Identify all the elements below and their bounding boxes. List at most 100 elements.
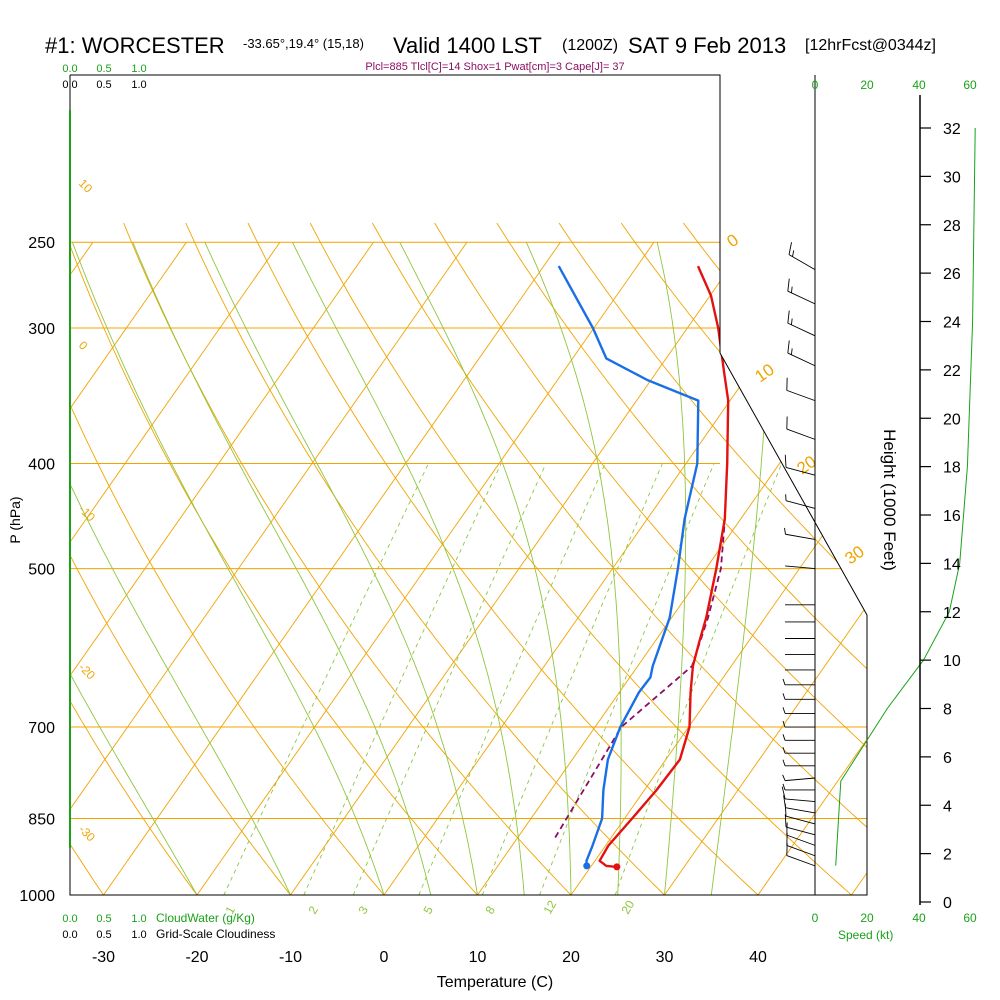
y-axis-label: P (hPa)	[7, 496, 23, 543]
speed-scale-top: 0 20 40 60	[812, 78, 977, 92]
valid-date: SAT 9 Feb 2013	[628, 33, 786, 58]
height-tick-label: 26	[943, 266, 961, 283]
stability-indices: Plcl=885 Tlcl[C]=14 Shox=1 Pwat[cm]=3 Ca…	[365, 61, 624, 73]
speed-tick-top: 60	[963, 78, 977, 92]
temperature-tick-label: -20	[185, 949, 208, 966]
wind-barb-staff	[786, 428, 816, 440]
isotherm-line	[664, 241, 867, 895]
wind-barb-flag	[784, 814, 787, 828]
wind-barb-half	[782, 734, 786, 741]
wind-barb-staff	[785, 815, 816, 825]
height-profile-curve	[835, 127, 976, 866]
height-tick-label: 20	[943, 411, 961, 428]
height-tick-label: 30	[943, 169, 961, 186]
height-tick-label: 18	[943, 460, 961, 477]
wind-barb-half	[782, 707, 786, 714]
surface-temperature-marker	[613, 863, 621, 871]
wind-barb-staff	[785, 777, 816, 782]
dry-adiabat-line	[372, 222, 867, 895]
height-tick-label: 12	[943, 605, 961, 622]
wind-barb-half	[790, 286, 793, 293]
dry-adiabat-line	[70, 222, 385, 895]
isotherm-line	[70, 241, 187, 895]
dewpoint-profile-line	[557, 265, 700, 866]
cloudwater-tick-bottom-2: 1.0	[131, 913, 146, 925]
cloudwater-tick-bottom-1: 0.5	[96, 913, 111, 925]
pressure-tick-label: 300	[28, 321, 55, 338]
speed-tick-bottom: 60	[963, 911, 977, 925]
temperature-tick-label: -10	[279, 949, 302, 966]
height-tick-label: 32	[943, 121, 961, 138]
wind-barb-staff	[785, 533, 816, 540]
temperature-tick-label: 30	[656, 949, 674, 966]
height-tick-label: 0	[943, 895, 952, 912]
wind-barb-flag	[788, 242, 792, 255]
cloudwater-tick-top-0: 0.0	[62, 63, 77, 75]
wind-barb-half	[782, 747, 786, 754]
dry-adiabat-line	[558, 222, 867, 895]
temperature-axis: -30 -20 -10 0 10 20 30 40	[92, 949, 767, 966]
wind-barb-flag	[787, 278, 790, 292]
cloudiness-tick-top-2: 1.0	[131, 79, 146, 91]
wind-barb-half	[784, 527, 786, 535]
wind-barb-staff	[786, 855, 816, 867]
speed-tick-bottom: 0	[812, 911, 819, 925]
wind-barb-staff	[787, 352, 816, 367]
temperature-tick-label: 40	[749, 949, 767, 966]
speed-axis-label: Speed (kt)	[838, 928, 893, 942]
height-tick-label: 16	[943, 508, 961, 525]
moist-adiabat-line	[399, 241, 572, 895]
wind-barb-staff	[787, 290, 816, 305]
cloudwater-scale-bottom: 0.0 0.5 1.0 CloudWater (g/Kg) 0.0 0.5 1.…	[62, 911, 275, 941]
wind-barb-half	[782, 759, 786, 766]
height-axis-label: Height (1000 Feet)	[880, 429, 899, 571]
height-tick-label: 22	[943, 363, 961, 380]
height-tick-label: 24	[943, 315, 961, 332]
wind-barb-staff	[785, 466, 816, 476]
plot-frame	[69, 74, 868, 896]
cloudwater-tick-bottom-0: 0.0	[62, 913, 77, 925]
wind-barb-staff	[787, 322, 816, 337]
wind-barb-staff	[785, 807, 816, 814]
wind-barb-half	[790, 348, 793, 355]
moist-adiabat-line	[710, 242, 771, 895]
wind-barb-half	[790, 318, 793, 325]
wind-barb-staff	[786, 845, 816, 857]
wind-barb-staff	[788, 254, 816, 271]
dry-adiabat-line	[70, 222, 291, 895]
cloudiness-tick-bottom-1: 0.5	[96, 929, 111, 941]
temperature-tick-label: 20	[562, 949, 580, 966]
temperature-tick-label: 10	[469, 949, 487, 966]
dry-adiabat-line	[123, 222, 572, 895]
height-tick-label: 10	[943, 653, 961, 670]
wind-barb-half	[782, 774, 786, 781]
wind-barbs	[781, 242, 816, 867]
wind-barb-half	[782, 678, 786, 685]
pressure-tick-label: 1000	[19, 888, 55, 905]
mixing-ratio-label: 12	[540, 898, 559, 917]
temperature-tick-label: 0	[380, 949, 389, 966]
wind-barb-half	[792, 250, 795, 257]
valid-utc: (1200Z)	[562, 37, 618, 54]
dry-adiabat-line	[309, 222, 852, 895]
isotherm-line	[70, 241, 281, 895]
moist-adiabat-line	[71, 242, 385, 895]
speed-tick-top: 40	[912, 78, 926, 92]
speed-tick-bottom: 40	[912, 911, 926, 925]
moist-adiabat-line	[204, 242, 478, 895]
wind-barb-flag	[787, 340, 790, 354]
speed-tick-top: 20	[860, 78, 874, 92]
wind-barb-flag	[787, 310, 790, 324]
pressure-tick-label: 250	[28, 235, 55, 252]
wind-barb-staff	[785, 565, 816, 570]
dry-adiabat-line	[70, 222, 478, 895]
cloudwater-tick-top-1: 0.5	[96, 63, 111, 75]
moist-adiabat-line	[656, 242, 687, 895]
height-tick-label: 14	[943, 556, 961, 573]
dry-adiabat-line	[70, 222, 198, 895]
cloudwater-tick-top-2: 1.0	[131, 63, 146, 75]
wind-barb-staff	[785, 826, 816, 836]
height-tick-label: 2	[943, 847, 952, 864]
cloudiness-tick-bottom-2: 1.0	[131, 929, 146, 941]
temperature-tick-label: -30	[92, 949, 115, 966]
